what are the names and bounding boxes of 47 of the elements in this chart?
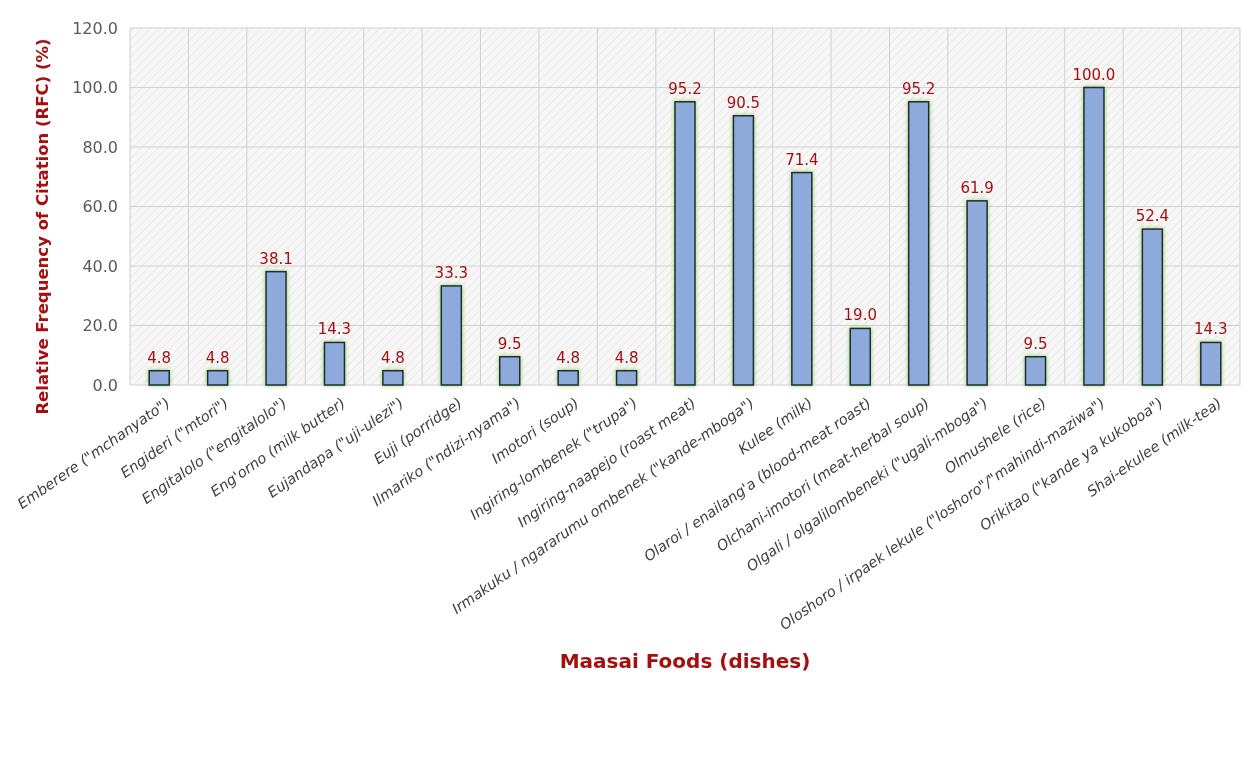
- data-label: 90.5: [726, 93, 761, 112]
- data-label: 4.8: [380, 348, 405, 367]
- bar: [1200, 341, 1222, 386]
- data-label: 9.5: [497, 334, 522, 353]
- bar: [1083, 86, 1105, 386]
- data-label: 4.8: [147, 348, 172, 367]
- y-tick-label: 120.0: [72, 18, 118, 38]
- data-label: 14.3: [1194, 320, 1228, 339]
- data-label: 100.0: [1072, 65, 1116, 84]
- bar: [791, 171, 813, 386]
- y-axis-title: Relative Frequency of Citation (RFC) (%): [33, 38, 52, 415]
- bar: [674, 101, 696, 386]
- y-tick-label: 60.0: [82, 197, 118, 217]
- bar: [849, 327, 872, 386]
- bar: [557, 369, 579, 386]
- y-tick-label: 20.0: [82, 316, 118, 336]
- bar: [265, 270, 287, 386]
- data-label: 71.4: [785, 150, 819, 169]
- data-label: 52.4: [1135, 207, 1170, 226]
- bar: [382, 369, 404, 386]
- bar: [907, 101, 930, 386]
- y-tick-label: 80.0: [82, 137, 118, 157]
- bar: [1024, 355, 1047, 386]
- bar: [1141, 228, 1164, 386]
- y-tick-label: 0.0: [92, 375, 118, 395]
- data-label: 4.8: [556, 348, 581, 367]
- bar: [148, 369, 170, 386]
- bar: [323, 341, 346, 386]
- bar: [440, 285, 463, 386]
- data-label: 19.0: [843, 306, 877, 325]
- data-label: 4.8: [614, 348, 639, 367]
- data-label: 33.3: [434, 263, 469, 282]
- data-label: 95.2: [901, 79, 936, 98]
- bar: [732, 115, 755, 386]
- data-label: 95.2: [668, 79, 702, 98]
- data-label: 4.8: [205, 348, 230, 367]
- bar: [966, 200, 988, 386]
- data-label: 38.1: [259, 249, 293, 268]
- bar: [615, 369, 638, 386]
- data-label: 61.9: [960, 178, 994, 197]
- data-label: 14.3: [317, 320, 352, 339]
- bar: [498, 355, 521, 386]
- bar: [206, 369, 229, 386]
- y-tick-label: 40.0: [82, 256, 118, 276]
- data-label: 9.5: [1023, 334, 1048, 353]
- y-tick-label: 100.0: [72, 78, 118, 98]
- x-axis-title: Maasai Foods (dishes): [559, 649, 811, 673]
